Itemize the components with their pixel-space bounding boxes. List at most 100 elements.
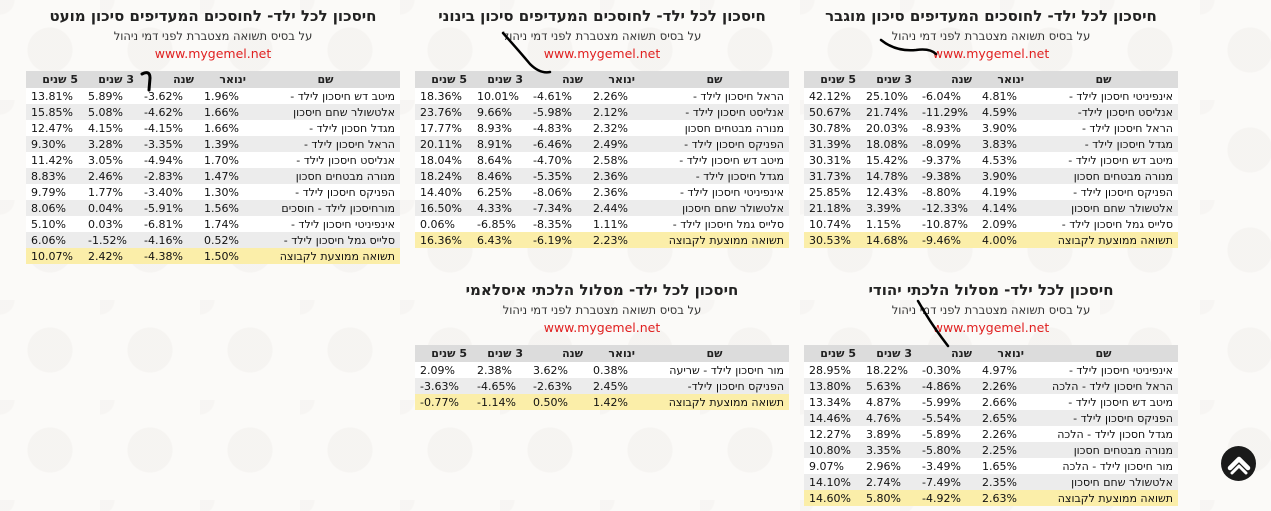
year-value: -2.63% bbox=[528, 378, 588, 394]
col-year: שנה bbox=[917, 71, 977, 88]
table-header-row: שם ינואר שנה 3 שנים 5 שנים bbox=[415, 71, 789, 88]
col-3y: 3 שנים bbox=[861, 345, 917, 362]
jan-value: 1.96% bbox=[199, 88, 251, 104]
col-3y: 3 שנים bbox=[861, 71, 917, 88]
3y-value: 18.22% bbox=[861, 362, 917, 378]
jan-value: 1.11% bbox=[588, 216, 640, 232]
site-link[interactable]: www.mygemel.net bbox=[543, 320, 661, 335]
table-header-row: שם ינואר שנה 3 שנים 5 שנים bbox=[804, 345, 1178, 362]
site-link[interactable]: www.mygemel.net bbox=[543, 46, 661, 61]
5y-value: 23.76% bbox=[415, 104, 472, 120]
3y-value: 21.74% bbox=[861, 104, 917, 120]
col-year: שנה bbox=[139, 71, 199, 88]
panel-subtitle: על בסיס תשואה מצטברת לפני דמי ניהול bbox=[502, 303, 702, 317]
5y-value: 31.73% bbox=[804, 168, 861, 184]
5y-value: 6.06% bbox=[26, 232, 83, 248]
fund-name: מיטב דש חיסכון לילד - bbox=[1029, 152, 1178, 168]
3y-value: -1.52% bbox=[83, 232, 139, 248]
table-row: אלטשולר שחם חיסכון 2.35% -7.49% 2.74% 14.10% bbox=[804, 474, 1178, 490]
year-value: -3.40% bbox=[139, 184, 199, 200]
returns-table: שם ינואר שנה 3 שנים 5 שנים מיטב דש חיסכו… bbox=[26, 71, 400, 264]
average-label: תשואה ממוצעת לקבוצה bbox=[640, 394, 789, 410]
jan-value: 4.19% bbox=[977, 184, 1029, 200]
year-value: -5.99% bbox=[917, 394, 977, 410]
jan-value: 2.09% bbox=[977, 216, 1029, 232]
panel-title: חיסכון לכל ילד- לחוסכים המעדיפים סיכון מ… bbox=[825, 7, 1157, 25]
3y-value: 14.78% bbox=[861, 168, 917, 184]
jan-value: 0.52% bbox=[199, 232, 251, 248]
year-value: -4.70% bbox=[528, 152, 588, 168]
5y-value: 12.27% bbox=[804, 426, 861, 442]
year-value: -8.09% bbox=[917, 136, 977, 152]
5y-value: 10.80% bbox=[804, 442, 861, 458]
3y-value: 1.15% bbox=[861, 216, 917, 232]
5y-value: 14.10% bbox=[804, 474, 861, 490]
average-label: תשואה ממוצעת לקבוצה bbox=[640, 232, 789, 248]
table-row: סלייס גמל חיסכון לילד -1.11% -8.35% -6.85%… bbox=[415, 216, 789, 232]
3y-value: 18.08% bbox=[861, 136, 917, 152]
table-row: הראל חיסכון לילד - הלכה 2.26% -4.86% 5.63% 1… bbox=[804, 378, 1178, 394]
jan-value: 1.66% bbox=[199, 120, 251, 136]
5y-value: 21.18% bbox=[804, 200, 861, 216]
jan-value: 3.90% bbox=[977, 120, 1029, 136]
col-5y: 5 שנים bbox=[26, 71, 83, 88]
fund-name: אינפיניטי חיסכון לילד - bbox=[251, 216, 400, 232]
5y-value: 18.24% bbox=[415, 168, 472, 184]
3y-value: 2.96% bbox=[861, 458, 917, 474]
3y-value: 4.76% bbox=[861, 410, 917, 426]
average-row: תשואה ממוצעת לקבוצה 1.50% -4.38% 2.42% 10.07… bbox=[26, 248, 400, 264]
site-link[interactable]: www.mygemel.net bbox=[154, 46, 272, 61]
fund-name: אלטשולר שחם חיסכון bbox=[1029, 200, 1178, 216]
table-row: הפניקס חיסכון לילד -1.30% -3.40% 1.77% 9.79… bbox=[26, 184, 400, 200]
5y-value: 18.36% bbox=[415, 88, 472, 104]
col-5y: 5 שנים bbox=[804, 71, 861, 88]
3y-value: 8.91% bbox=[472, 136, 528, 152]
3y-value: 25.10% bbox=[861, 88, 917, 104]
fund-name: מיטב דש חיסכון לילד - bbox=[1029, 394, 1178, 410]
table-row: מיטב דש חיסכון לילד -2.66% -5.99% 4.87% 13.… bbox=[804, 394, 1178, 410]
site-link[interactable]: www.mygemel.net bbox=[932, 46, 1050, 61]
average-label: תשואה ממוצעת לקבוצה bbox=[1029, 490, 1178, 506]
jan-value: 2.32% bbox=[588, 120, 640, 136]
fund-name: אנליסט חיסכון לילד - bbox=[640, 104, 789, 120]
5y-value: 30.78% bbox=[804, 120, 861, 136]
fund-name: מנורה מבטחים חסכון bbox=[1029, 168, 1178, 184]
jan-value: 1.70% bbox=[199, 152, 251, 168]
year-value: -4.94% bbox=[139, 152, 199, 168]
table-header-row: שם ינואר שנה 3 שנים 5 שנים bbox=[804, 71, 1178, 88]
3y-value: 10.01% bbox=[472, 88, 528, 104]
3y-value: 8.64% bbox=[472, 152, 528, 168]
5y-value: -3.63% bbox=[415, 378, 472, 394]
3y-value: 3.89% bbox=[861, 426, 917, 442]
3y-value: 3.35% bbox=[861, 442, 917, 458]
table-row: הפניקס חיסכון לילד -2.49% -6.46% 8.91% 20.1… bbox=[415, 136, 789, 152]
jan-value: 2.49% bbox=[588, 136, 640, 152]
year-value: -6.19% bbox=[528, 232, 588, 248]
jan-value: 2.25% bbox=[977, 442, 1029, 458]
3y-value: 2.46% bbox=[83, 168, 139, 184]
year-value: -4.92% bbox=[917, 490, 977, 506]
jan-value: 2.66% bbox=[977, 394, 1029, 410]
col-jan: ינואר bbox=[588, 71, 640, 88]
year-value: -12.33% bbox=[917, 200, 977, 216]
table-row: הראל חיסכון לילד -1.39% -3.35% 3.28% 9.30% bbox=[26, 136, 400, 152]
pen-mark-top-left bbox=[140, 71, 152, 92]
pen-mark-bottom-right bbox=[916, 299, 950, 348]
year-value: -9.46% bbox=[917, 232, 977, 248]
fund-name: סלייס גמל חיסכון לילד - bbox=[251, 232, 400, 248]
year-value: -5.80% bbox=[917, 442, 977, 458]
average-row: תשואה ממוצעת לקבוצה 4.00% -9.46% 14.68% 30.5… bbox=[804, 232, 1178, 248]
5y-value: 8.06% bbox=[26, 200, 83, 216]
3y-value: 0.04% bbox=[83, 200, 139, 216]
fund-name: מנורה מבטחים חסכון bbox=[1029, 442, 1178, 458]
year-value: -8.06% bbox=[528, 184, 588, 200]
5y-value: 14.60% bbox=[804, 490, 861, 506]
year-value: -8.93% bbox=[917, 120, 977, 136]
site-link[interactable]: www.mygemel.net bbox=[932, 320, 1050, 335]
panel-increased-risk: חיסכון לכל ילד- לחוסכים המעדיפים סיכון מ… bbox=[804, 6, 1178, 248]
3y-value: -6.85% bbox=[472, 216, 528, 232]
jan-value: 2.45% bbox=[588, 378, 640, 394]
5y-value: 2.09% bbox=[415, 362, 472, 378]
scroll-to-top-button[interactable] bbox=[1221, 446, 1256, 481]
col-jan: ינואר bbox=[588, 345, 640, 362]
